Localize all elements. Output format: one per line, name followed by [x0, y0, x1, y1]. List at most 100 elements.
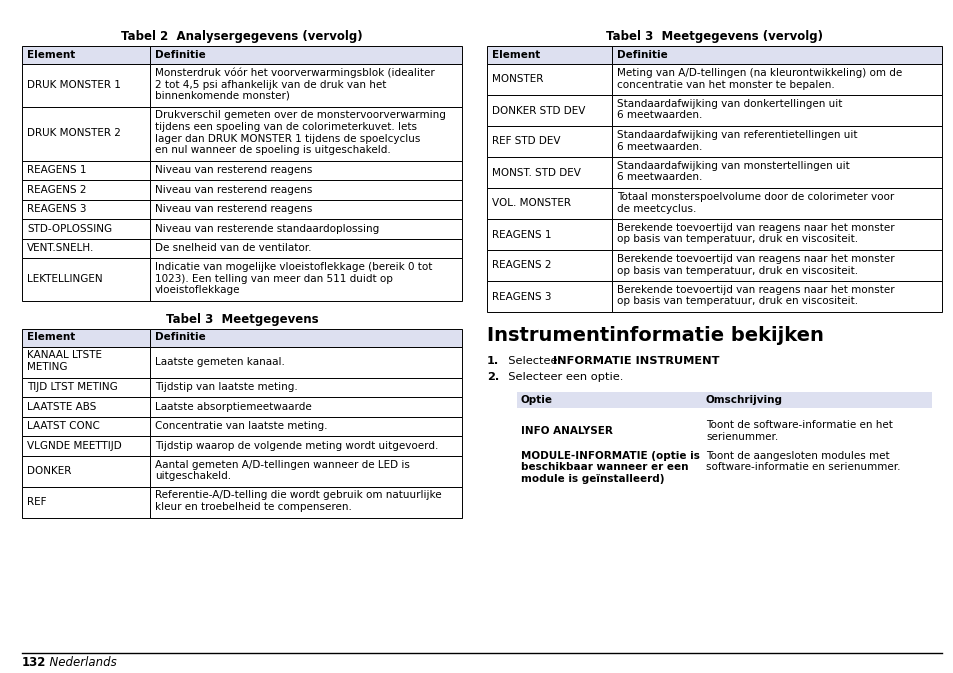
Text: REAGENS 2: REAGENS 2	[27, 185, 87, 194]
Text: REAGENS 2: REAGENS 2	[492, 260, 551, 271]
Bar	[612, 188, 941, 219]
Bar	[22, 378, 150, 397]
Text: INFO ANALYSER: INFO ANALYSER	[520, 427, 612, 437]
Text: vloeistoflekkage: vloeistoflekkage	[154, 285, 240, 295]
Bar	[150, 46, 461, 64]
Bar	[486, 250, 612, 281]
Bar	[22, 417, 150, 436]
Text: REF STD DEV: REF STD DEV	[492, 137, 560, 147]
Text: Totaal monsterspoelvolume door de colorimeter voor: Totaal monsterspoelvolume door de colori…	[617, 192, 893, 202]
Bar	[22, 238, 150, 258]
Text: Definitie: Definitie	[154, 50, 206, 60]
Text: en nul wanneer de spoeling is uitgeschakeld.: en nul wanneer de spoeling is uitgeschak…	[154, 145, 391, 155]
Bar	[486, 46, 612, 64]
Text: Selecteer een optie.: Selecteer een optie.	[500, 372, 622, 382]
Bar	[612, 250, 941, 281]
Bar	[22, 219, 150, 238]
Text: DRUK MONSTER 1: DRUK MONSTER 1	[27, 80, 121, 90]
Text: 6 meetwaarden.: 6 meetwaarden.	[617, 110, 701, 120]
Bar	[150, 347, 461, 378]
Text: REF: REF	[27, 497, 47, 507]
Text: INFORMATIE INSTRUMENT: INFORMATIE INSTRUMENT	[553, 356, 719, 366]
Text: Berekende toevoertijd van reagens naar het monster: Berekende toevoertijd van reagens naar h…	[617, 223, 894, 233]
Text: Laatste absorptiemeetwaarde: Laatste absorptiemeetwaarde	[154, 402, 312, 412]
Text: Standaardafwijking van donkertellingen uit: Standaardafwijking van donkertellingen u…	[617, 99, 841, 109]
Text: Laatste gemeten kanaal.: Laatste gemeten kanaal.	[154, 357, 285, 367]
Text: de meetcyclus.: de meetcyclus.	[617, 203, 696, 213]
Text: Tabel 2  Analysergegevens (vervolg): Tabel 2 Analysergegevens (vervolg)	[121, 30, 362, 43]
Text: 1.: 1.	[486, 356, 498, 366]
Text: DONKER STD DEV: DONKER STD DEV	[492, 106, 585, 116]
Text: 2 tot 4,5 psi afhankelijk van de druk van het: 2 tot 4,5 psi afhankelijk van de druk va…	[154, 79, 386, 90]
Text: op basis van temperatuur, druk en viscositeit.: op basis van temperatuur, druk en viscos…	[617, 297, 858, 306]
Text: MONST. STD DEV: MONST. STD DEV	[492, 168, 580, 178]
Text: kleur en troebelheid te compenseren.: kleur en troebelheid te compenseren.	[154, 502, 352, 512]
Text: Tijdstip waarop de volgende meting wordt uitgevoerd.: Tijdstip waarop de volgende meting wordt…	[154, 441, 438, 451]
Bar	[612, 95, 941, 126]
Bar	[150, 258, 461, 301]
Text: LAATSTE ABS: LAATSTE ABS	[27, 402, 96, 412]
Bar	[486, 281, 612, 312]
Text: Meting van A/D-tellingen (na kleurontwikkeling) om de: Meting van A/D-tellingen (na kleurontwik…	[617, 68, 902, 78]
Text: Omschrijving: Omschrijving	[705, 395, 782, 405]
Text: Niveau van resterend reagens: Niveau van resterend reagens	[154, 166, 312, 175]
Bar	[486, 64, 612, 95]
Text: Element: Element	[27, 332, 75, 343]
Text: Aantal gemeten A/D-tellingen wanneer de LED is: Aantal gemeten A/D-tellingen wanneer de …	[154, 460, 410, 470]
Text: 1023). Een telling van meer dan 511 duidt op: 1023). Een telling van meer dan 511 duid…	[154, 273, 393, 283]
Text: uitgeschakeld.: uitgeschakeld.	[154, 471, 231, 481]
Bar	[22, 258, 150, 301]
Text: Indicatie van mogelijke vloeistoflekkage (bereik 0 tot: Indicatie van mogelijke vloeistoflekkage…	[154, 262, 432, 272]
Text: Standaardafwijking van monstertellingen uit: Standaardafwijking van monstertellingen …	[617, 161, 849, 171]
Text: Niveau van resterend reagens: Niveau van resterend reagens	[154, 204, 312, 214]
Text: lager dan DRUK MONSTER 1 tijdens de spoelcyclus: lager dan DRUK MONSTER 1 tijdens de spoe…	[154, 133, 420, 143]
Text: Optie: Optie	[520, 395, 553, 405]
Bar	[150, 238, 461, 258]
Bar	[150, 106, 461, 160]
Text: 2.: 2.	[486, 372, 498, 382]
Bar	[22, 64, 150, 106]
Bar	[22, 397, 150, 417]
Text: VLGNDE MEETTIJD: VLGNDE MEETTIJD	[27, 441, 122, 451]
Bar	[150, 328, 461, 347]
Bar	[150, 219, 461, 238]
Text: Monsterdruk vóór het voorverwarmingsblok (idealiter: Monsterdruk vóór het voorverwarmingsblok…	[154, 68, 435, 79]
Text: tijdens een spoeling van de colorimeterkuvet. Iets: tijdens een spoeling van de colorimeterk…	[154, 122, 416, 132]
Bar	[486, 157, 612, 188]
Text: Toont de software-informatie en het: Toont de software-informatie en het	[705, 420, 892, 430]
Text: Berekende toevoertijd van reagens naar het monster: Berekende toevoertijd van reagens naar h…	[617, 254, 894, 264]
Text: VOL. MONSTER: VOL. MONSTER	[492, 199, 571, 209]
Text: Instrumentinformatie bekijken: Instrumentinformatie bekijken	[486, 326, 823, 345]
Text: DONKER: DONKER	[27, 466, 71, 476]
Bar	[486, 95, 612, 126]
Text: De snelheid van de ventilator.: De snelheid van de ventilator.	[154, 243, 312, 253]
Text: MONSTER: MONSTER	[492, 75, 543, 85]
Bar	[612, 157, 941, 188]
Text: Referentie-A/D-telling die wordt gebruik om natuurlijke: Referentie-A/D-telling die wordt gebruik…	[154, 491, 441, 501]
Text: Definitie: Definitie	[154, 332, 206, 343]
Bar	[150, 456, 461, 487]
Bar	[22, 46, 150, 64]
Bar	[150, 180, 461, 199]
Bar	[150, 436, 461, 456]
Text: Concentratie van laatste meting.: Concentratie van laatste meting.	[154, 421, 327, 431]
Text: op basis van temperatuur, druk en viscositeit.: op basis van temperatuur, druk en viscos…	[617, 234, 858, 244]
Text: METING: METING	[27, 362, 68, 372]
Text: module is geïnstalleerd): module is geïnstalleerd)	[520, 474, 664, 484]
Text: Drukverschil gemeten over de monstervoorverwarming: Drukverschil gemeten over de monstervoor…	[154, 110, 445, 120]
Bar	[22, 180, 150, 199]
Text: binnenkomende monster): binnenkomende monster)	[154, 91, 290, 101]
Text: Tijdstip van laatste meting.: Tijdstip van laatste meting.	[154, 382, 297, 392]
Text: DRUK MONSTER 2: DRUK MONSTER 2	[27, 129, 121, 139]
Text: Element: Element	[492, 50, 539, 60]
Bar	[150, 397, 461, 417]
Bar	[22, 106, 150, 160]
Text: REAGENS 3: REAGENS 3	[492, 291, 551, 302]
Text: op basis van temperatuur, druk en viscositeit.: op basis van temperatuur, druk en viscos…	[617, 266, 858, 275]
Bar	[612, 281, 941, 312]
Bar	[150, 64, 461, 106]
Text: Selecteer: Selecteer	[500, 356, 565, 366]
Text: LAATST CONC: LAATST CONC	[27, 421, 100, 431]
Bar	[22, 328, 150, 347]
Text: Tabel 3  Meetgegevens (vervolg): Tabel 3 Meetgegevens (vervolg)	[605, 30, 822, 43]
